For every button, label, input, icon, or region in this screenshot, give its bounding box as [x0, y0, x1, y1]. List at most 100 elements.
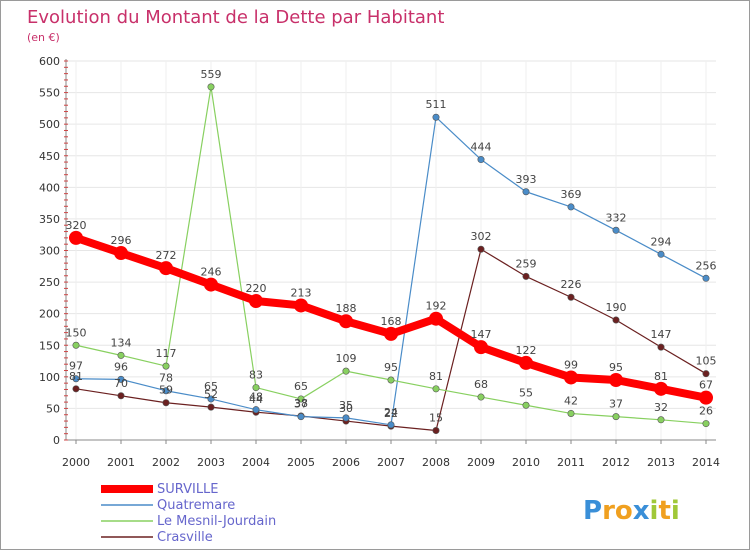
data-label: 296 — [111, 234, 132, 247]
y-tick-label: 350 — [39, 213, 60, 226]
data-point — [429, 311, 443, 326]
data-point — [567, 203, 575, 211]
data-label: 48 — [249, 391, 263, 404]
data-label: 95 — [609, 361, 623, 374]
legend-label: Crasville — [157, 530, 213, 545]
data-point — [612, 413, 620, 421]
y-tick-label: 250 — [39, 276, 60, 289]
data-point — [207, 395, 215, 403]
data-point — [207, 403, 215, 411]
data-label: 68 — [474, 378, 488, 391]
data-label: 81 — [429, 370, 443, 383]
data-point — [342, 367, 350, 375]
data-point — [609, 372, 623, 387]
data-label: 294 — [651, 235, 672, 248]
data-point — [72, 385, 80, 393]
data-point — [474, 340, 488, 355]
data-label: 78 — [159, 372, 173, 385]
data-label: 213 — [291, 286, 312, 299]
data-label: 55 — [519, 386, 533, 399]
data-label: 96 — [114, 360, 128, 373]
data-label: 81 — [69, 370, 83, 383]
data-point — [207, 83, 215, 91]
y-tick-label: 600 — [39, 55, 60, 68]
data-label: 147 — [651, 328, 672, 341]
data-point — [117, 351, 125, 359]
data-label: 95 — [384, 361, 398, 374]
data-label: 320 — [66, 219, 87, 232]
data-label: 105 — [696, 355, 717, 368]
data-label: 369 — [561, 188, 582, 201]
y-tick-label: 200 — [39, 308, 60, 321]
data-point — [522, 188, 530, 196]
data-label: 37 — [609, 398, 623, 411]
data-label: 32 — [654, 401, 668, 414]
data-label: 150 — [66, 326, 87, 339]
data-label: 511 — [426, 98, 447, 111]
x-tick-label: 2003 — [197, 456, 225, 469]
x-tick-label: 2006 — [332, 456, 360, 469]
y-tick-label: 50 — [46, 402, 60, 415]
data-label: 97 — [69, 360, 83, 373]
x-tick-label: 2012 — [602, 456, 630, 469]
x-tick-label: 2007 — [377, 456, 405, 469]
data-labels: 320 296 272 246 220 213 188 168 192 147 122 99 95 81 6… — [66, 68, 717, 425]
data-label: 81 — [654, 370, 668, 383]
data-point — [249, 294, 263, 309]
data-point — [567, 409, 575, 417]
data-point — [702, 274, 710, 282]
data-label: 22 — [384, 407, 398, 420]
data-label: 99 — [564, 358, 578, 371]
data-point — [612, 226, 620, 234]
data-label: 188 — [336, 302, 357, 315]
data-point — [159, 261, 173, 276]
data-point — [387, 376, 395, 384]
data-label: 559 — [201, 68, 222, 81]
y-tick-label: 550 — [39, 87, 60, 100]
data-point — [522, 401, 530, 409]
data-label: 259 — [516, 257, 537, 270]
logo-text: Proxiti — [583, 496, 680, 526]
y-tick-label: 0 — [53, 434, 60, 447]
data-point — [342, 414, 350, 422]
data-label: 134 — [111, 336, 132, 349]
data-label: 190 — [606, 301, 627, 314]
series-lines — [69, 83, 713, 435]
data-point — [612, 316, 620, 324]
data-label: 147 — [471, 328, 492, 341]
data-point — [69, 230, 83, 245]
data-point — [252, 406, 260, 414]
data-point — [72, 375, 80, 383]
data-point — [339, 314, 353, 329]
data-point — [702, 420, 710, 428]
data-label: 38 — [294, 397, 308, 410]
y-tick-label: 450 — [39, 150, 60, 163]
data-label: 24 — [384, 406, 398, 419]
data-point — [297, 395, 305, 403]
data-point — [654, 381, 668, 396]
data-label: 37 — [294, 398, 308, 411]
x-tick-label: 2011 — [557, 456, 585, 469]
data-point — [564, 370, 578, 385]
data-label: 332 — [606, 211, 627, 224]
data-point — [114, 246, 128, 261]
data-label: 246 — [201, 266, 222, 279]
data-point — [162, 387, 170, 395]
data-label: 220 — [246, 282, 267, 295]
data-point — [699, 390, 713, 405]
x-tick-label: 2009 — [467, 456, 495, 469]
data-label: 192 — [426, 300, 447, 313]
legend-label: SURVILLE — [157, 482, 219, 497]
data-label: 256 — [696, 259, 717, 272]
x-tick-label: 2005 — [287, 456, 315, 469]
data-point — [117, 392, 125, 400]
x-tick-label: 2010 — [512, 456, 540, 469]
data-label: 70 — [114, 377, 128, 390]
legend-label: Le Mesnil-Jourdain — [157, 514, 276, 529]
data-point — [162, 399, 170, 407]
data-point — [432, 427, 440, 435]
data-label: 226 — [561, 278, 582, 291]
